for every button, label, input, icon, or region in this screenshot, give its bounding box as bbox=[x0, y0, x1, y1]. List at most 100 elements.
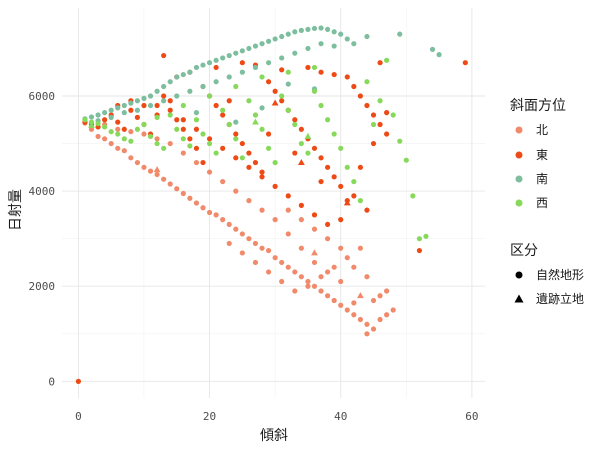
data-point bbox=[102, 117, 108, 123]
data-point bbox=[377, 60, 383, 66]
data-point bbox=[292, 29, 298, 35]
legend-label-natural: 自然地形 bbox=[536, 267, 584, 282]
data-point bbox=[279, 93, 285, 99]
data-point bbox=[233, 226, 239, 232]
data-point bbox=[167, 79, 173, 85]
data-point bbox=[305, 150, 311, 156]
legend-label-site: 遺跡立地 bbox=[536, 291, 584, 306]
data-point bbox=[200, 205, 206, 211]
data-point bbox=[121, 102, 127, 109]
data-point bbox=[305, 283, 311, 289]
data-point bbox=[134, 126, 141, 132]
data-point bbox=[161, 98, 167, 104]
data-point bbox=[377, 316, 383, 323]
data-point bbox=[377, 293, 383, 299]
data-point bbox=[298, 245, 304, 251]
data-point bbox=[246, 236, 252, 242]
data-point bbox=[272, 217, 278, 223]
data-point bbox=[364, 321, 370, 327]
data-point bbox=[292, 269, 298, 275]
data-point bbox=[265, 269, 272, 275]
data-point bbox=[344, 74, 350, 80]
data-point bbox=[325, 269, 331, 275]
data-point bbox=[239, 60, 245, 66]
data-point bbox=[429, 46, 436, 52]
data-point bbox=[134, 114, 141, 120]
data-point bbox=[331, 131, 337, 137]
data-point bbox=[246, 45, 252, 52]
data-point bbox=[416, 236, 423, 242]
data-point bbox=[213, 57, 219, 63]
data-point bbox=[226, 221, 232, 228]
data-point bbox=[305, 64, 311, 71]
data-point bbox=[357, 164, 363, 170]
data-point bbox=[226, 98, 232, 104]
data-point bbox=[265, 79, 272, 85]
data-point bbox=[338, 278, 344, 285]
data-point bbox=[95, 120, 101, 127]
data-point bbox=[351, 178, 357, 185]
data-point bbox=[147, 93, 154, 99]
data-point bbox=[128, 138, 134, 144]
data-point bbox=[285, 264, 291, 270]
data-point bbox=[357, 316, 363, 323]
data-point bbox=[292, 117, 298, 123]
x-axis-ticks: 0 20 40 60 bbox=[75, 410, 478, 423]
data-point bbox=[305, 278, 311, 285]
data-point bbox=[226, 74, 232, 80]
data-point bbox=[462, 60, 468, 66]
data-point bbox=[279, 98, 285, 104]
data-point bbox=[370, 140, 377, 147]
data-point bbox=[298, 140, 304, 147]
y-axis-ticks: 0 2000 4000 6000 bbox=[29, 90, 56, 388]
data-point bbox=[239, 69, 245, 75]
data-point bbox=[220, 217, 226, 223]
points-layer bbox=[75, 25, 468, 384]
y-axis-title: 日射量 bbox=[8, 189, 24, 231]
data-point bbox=[423, 233, 429, 239]
data-point bbox=[200, 62, 206, 68]
data-point bbox=[161, 52, 167, 59]
data-point bbox=[161, 145, 167, 151]
legend-key-north bbox=[515, 126, 523, 134]
data-point bbox=[298, 274, 304, 280]
data-point bbox=[331, 264, 337, 270]
data-point bbox=[161, 176, 167, 182]
data-point bbox=[344, 307, 350, 313]
data-point bbox=[167, 181, 173, 187]
y-tick-label: 6000 bbox=[29, 90, 56, 103]
x-tick-label: 0 bbox=[75, 410, 82, 423]
data-point bbox=[318, 41, 324, 47]
data-point bbox=[311, 88, 318, 94]
data-point bbox=[213, 150, 219, 156]
data-point bbox=[259, 105, 265, 111]
shape-legend-title: 区分 bbox=[510, 243, 538, 259]
data-point bbox=[187, 136, 193, 142]
data-point bbox=[279, 278, 285, 285]
data-point bbox=[220, 112, 226, 118]
data-point bbox=[292, 121, 298, 128]
data-point bbox=[285, 193, 291, 199]
data-point bbox=[338, 302, 344, 308]
data-point bbox=[318, 288, 324, 294]
data-point bbox=[167, 98, 173, 104]
data-point bbox=[239, 155, 245, 161]
data-point bbox=[331, 43, 337, 49]
data-point bbox=[154, 102, 160, 109]
data-point bbox=[252, 159, 259, 166]
data-point bbox=[115, 105, 121, 111]
data-point-triangle bbox=[153, 166, 161, 173]
data-point bbox=[180, 71, 186, 78]
data-point bbox=[141, 131, 147, 137]
data-point bbox=[351, 312, 357, 318]
data-point bbox=[259, 126, 265, 132]
y-tick-label: 2000 bbox=[29, 280, 56, 293]
data-point bbox=[344, 164, 350, 170]
legend-key-west bbox=[515, 199, 523, 207]
data-point bbox=[233, 136, 239, 142]
data-point bbox=[233, 83, 239, 90]
legend-key-south bbox=[515, 175, 523, 183]
data-point bbox=[252, 240, 259, 247]
data-point bbox=[370, 297, 377, 304]
data-point bbox=[318, 102, 324, 109]
